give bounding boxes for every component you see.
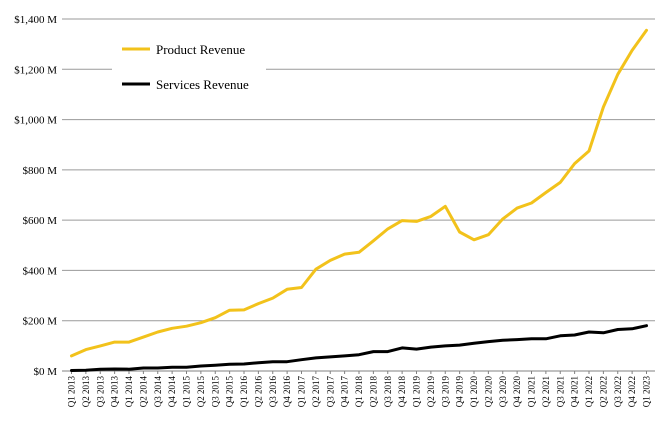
x-tick-label: Q3 2016 [268,376,278,408]
x-tick-label: Q2 2020 [483,376,493,408]
x-tick-label: Q2 2022 [598,376,608,407]
x-tick-label: Q2 2019 [426,376,436,408]
x-tick-label: Q1 2020 [469,376,479,408]
legend-label-product: Product Revenue [156,42,245,57]
x-tick-label: Q2 2021 [541,376,551,407]
legend-box [112,31,266,104]
x-tick-label: Q2 2018 [368,376,378,408]
series-line-services-revenue [70,324,648,372]
x-tick-label: Q1 2021 [527,376,537,407]
series-line-product-revenue [70,28,648,358]
x-tick-label: Q2 2013 [81,376,91,408]
x-tick-label: Q3 2018 [383,376,393,408]
x-tick-label: Q1 2015 [182,376,192,408]
x-tick-label: Q1 2023 [642,376,652,408]
y-tick-label: $200 M [22,316,57,328]
x-tick-label: Q3 2019 [440,376,450,408]
x-tick-label: Q4 2015 [225,376,235,408]
x-tick-label: Q1 2013 [67,376,77,408]
x-tick-label: Q4 2014 [167,376,177,408]
x-tick-label: Q1 2018 [354,376,364,408]
x-tick-label: Q3 2021 [555,376,565,407]
x-tick-label: Q3 2017 [325,376,335,408]
x-axis: Q1 2013 Q2 2013 Q3 2013 Q4 2013 Q1 2014 Q2 20… [67,371,652,407]
x-tick-label: Q4 2020 [512,376,522,408]
x-tick-label: Q1 2019 [412,376,422,408]
x-tick-label: Q3 2015 [210,376,220,408]
y-axis: $0 M $200 M $400 M $600 M $800 M $1,000 M $1,2… [14,14,57,378]
x-tick-label: Q4 2018 [397,376,407,408]
y-tick-label: $600 M [22,215,57,227]
y-tick-label: $800 M [22,165,57,177]
x-tick-label: Q3 2022 [613,376,623,407]
x-tick-label: Q4 2016 [282,376,292,408]
x-tick-label: Q3 2013 [95,376,105,408]
y-tick-label: $1,000 M [14,115,57,127]
y-tick-label: $400 M [22,265,57,277]
x-tick-label: Q1 2016 [239,376,249,408]
x-tick-label: Q4 2019 [455,376,465,408]
x-tick-label: Q4 2013 [110,376,120,408]
x-tick-label: Q4 2017 [340,376,350,408]
x-tick-label: Q4 2022 [627,376,637,407]
x-tick-label: Q3 2014 [153,376,163,408]
x-tick-label: Q2 2015 [196,376,206,408]
x-tick-label: Q4 2021 [570,376,580,407]
series-lines [70,28,648,372]
x-tick-label: Q3 2020 [498,376,508,408]
y-tick-label: $1,200 M [14,64,57,76]
y-tick-label: $1,400 M [14,14,57,26]
x-tick-label: Q1 2017 [297,376,307,408]
y-tick-label: $0 M [33,366,57,378]
x-tick-label: Q2 2014 [138,376,148,408]
legend: Product Revenue Services Revenue [112,31,266,104]
x-tick-label: Q2 2016 [253,376,263,408]
legend-label-services: Services Revenue [156,77,249,92]
x-tick-label: Q1 2014 [124,376,134,408]
x-tick-label: Q2 2017 [311,376,321,408]
x-tick-label: Q1 2022 [584,376,594,407]
